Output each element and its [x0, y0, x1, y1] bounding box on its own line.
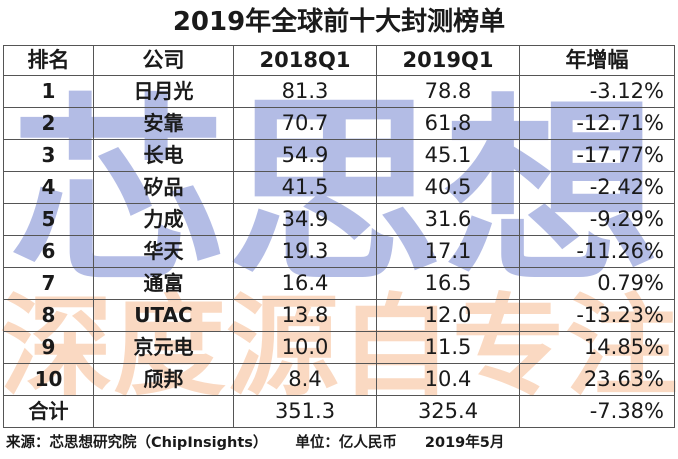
- header-company: 公司: [93, 45, 234, 76]
- total-row: 合计 351.3 325.4 -7.38%: [3, 395, 675, 428]
- growth-cell: -11.26%: [519, 235, 675, 268]
- rank-cell: 8: [3, 299, 94, 332]
- company-cell: 华天: [93, 235, 234, 268]
- revenue-2019q1-cell: 11.5: [376, 331, 520, 364]
- revenue-2018q1-cell: 81.3: [233, 75, 377, 108]
- company-cell: 日月光: [93, 75, 234, 108]
- rank-cell: 3: [3, 139, 94, 172]
- growth-cell: -9.29%: [519, 203, 675, 236]
- company-cell: 颀邦: [93, 363, 234, 396]
- growth-cell: 14.85%: [519, 331, 675, 364]
- table-row: 9 京元电 10.0 11.5 14.85%: [3, 331, 675, 364]
- revenue-2018q1-cell: 10.0: [233, 331, 377, 364]
- footer-source: 来源：芯思想研究院（ChipInsights）: [6, 435, 268, 451]
- growth-cell: -17.77%: [519, 139, 675, 172]
- table-row: 8 UTAC 13.8 12.0 -13.23%: [3, 299, 675, 332]
- rank-cell: 10: [3, 363, 94, 396]
- header-growth: 年增幅: [519, 45, 675, 76]
- growth-cell: -2.42%: [519, 171, 675, 204]
- table-row: 5 力成 34.9 31.6 -9.29%: [3, 203, 675, 236]
- footer-unit: 单位：亿人民币: [295, 435, 397, 451]
- revenue-2019q1-cell: 10.4: [376, 363, 520, 396]
- revenue-2019q1-cell: 45.1: [376, 139, 520, 172]
- table-header-row: 排名 公司 2018Q1 2019Q1 年增幅: [3, 45, 675, 76]
- rank-cell: 2: [3, 107, 94, 140]
- table-row: 4 矽品 41.5 40.5 -2.42%: [3, 171, 675, 204]
- rank-cell: 9: [3, 331, 94, 364]
- revenue-2019q1-cell: 78.8: [376, 75, 520, 108]
- rank-cell: 4: [3, 171, 94, 204]
- revenue-2018q1-cell: 41.5: [233, 171, 377, 204]
- rank-cell: 5: [3, 203, 94, 236]
- company-cell: 长电: [93, 139, 234, 172]
- revenue-2018q1-cell: 34.9: [233, 203, 377, 236]
- growth-cell: -3.12%: [519, 75, 675, 108]
- company-cell: 矽品: [93, 171, 234, 204]
- table-row: 6 华天 19.3 17.1 -11.26%: [3, 235, 675, 268]
- table-row: 3 长电 54.9 45.1 -17.77%: [3, 139, 675, 172]
- total-growth-cell: -7.38%: [519, 395, 675, 428]
- page-title: 2019年全球前十大封测榜单: [172, 7, 506, 37]
- total-2019q1-cell: 325.4: [376, 395, 520, 428]
- ranking-table: 排名 公司 2018Q1 2019Q1 年增幅 1 日月光 81.3 78.8 …: [3, 45, 675, 428]
- total-label: 合计: [3, 395, 94, 428]
- rank-cell: 7: [3, 267, 94, 300]
- rank-cell: 1: [3, 75, 94, 108]
- growth-cell: 23.63%: [519, 363, 675, 396]
- revenue-2018q1-cell: 8.4: [233, 363, 377, 396]
- revenue-2019q1-cell: 12.0: [376, 299, 520, 332]
- header-rank: 排名: [3, 45, 94, 76]
- revenue-2018q1-cell: 70.7: [233, 107, 377, 140]
- revenue-2018q1-cell: 54.9: [233, 139, 377, 172]
- revenue-2018q1-cell: 13.8: [233, 299, 377, 332]
- total-2018q1-cell: 351.3: [233, 395, 377, 428]
- company-cell: 安靠: [93, 107, 234, 140]
- company-cell: 通富: [93, 267, 234, 300]
- header-2018q1: 2018Q1: [233, 45, 377, 76]
- revenue-2019q1-cell: 31.6: [376, 203, 520, 236]
- footer-date: 2019年5月: [424, 435, 505, 451]
- company-cell: UTAC: [93, 299, 234, 332]
- revenue-2019q1-cell: 16.5: [376, 267, 520, 300]
- revenue-2018q1-cell: 16.4: [233, 267, 377, 300]
- total-company-cell: [93, 395, 234, 428]
- revenue-2019q1-cell: 61.8: [376, 107, 520, 140]
- revenue-2019q1-cell: 40.5: [376, 171, 520, 204]
- table-row: 10 颀邦 8.4 10.4 23.63%: [3, 363, 675, 396]
- table-row: 7 通富 16.4 16.5 0.79%: [3, 267, 675, 300]
- growth-cell: -13.23%: [519, 299, 675, 332]
- revenue-2018q1-cell: 19.3: [233, 235, 377, 268]
- growth-cell: -12.71%: [519, 107, 675, 140]
- company-cell: 京元电: [93, 331, 234, 364]
- table-row: 1 日月光 81.3 78.8 -3.12%: [3, 75, 675, 108]
- header-2019q1: 2019Q1: [376, 45, 520, 76]
- revenue-2019q1-cell: 17.1: [376, 235, 520, 268]
- table-row: 2 安靠 70.7 61.8 -12.71%: [3, 107, 675, 140]
- company-cell: 力成: [93, 203, 234, 236]
- growth-cell: 0.79%: [519, 267, 675, 300]
- footer-note: 来源：芯思想研究院（ChipInsights） 单位：亿人民币 2019年5月: [6, 430, 672, 456]
- rank-cell: 6: [3, 235, 94, 268]
